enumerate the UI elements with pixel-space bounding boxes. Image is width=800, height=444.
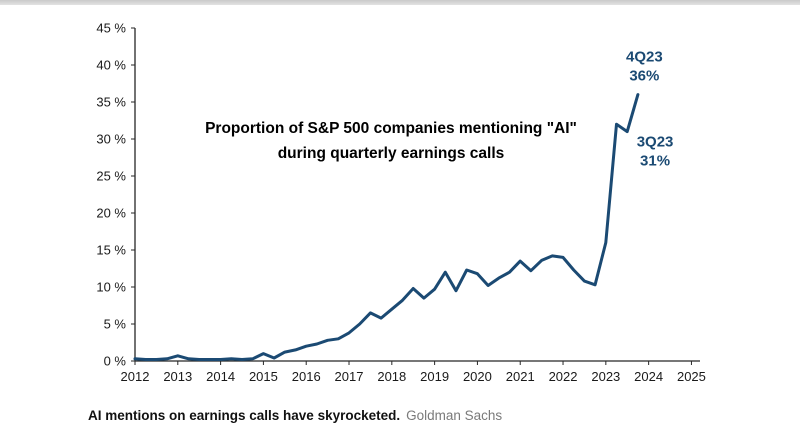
x-tick-label: 2023 [591,369,620,384]
x-tick-label: 2017 [335,369,364,384]
x-tick-label: 2020 [463,369,492,384]
x-tick-label: 2013 [163,369,192,384]
annotation-4q23: 4Q23 36% [626,48,663,84]
x-tick-label: 2016 [292,369,321,384]
y-tick-label: 25 % [96,169,126,184]
y-tick-label: 15 % [96,243,126,258]
top-divider [0,0,800,5]
chart-title: Proportion of S&P 500 companies mentioni… [205,120,577,162]
ai-mentions-line-chart: 0 % 5 % 10 % 15 % 20 % 25 % 30 % 35 % 40 % 45 % 20… [96,21,706,385]
x-tick-label: 2018 [377,369,406,384]
y-tick-label: 5 % [104,317,127,332]
x-tick-label: 2019 [420,369,449,384]
x-tick-label: 2015 [249,369,278,384]
caption: AI mentions on earnings calls have skyro… [88,408,768,423]
caption-source: Goldman Sachs [406,408,503,423]
y-tick-label: 35 % [96,95,126,110]
x-tick-label: 2024 [634,369,663,384]
y-tick-label: 0 % [104,354,127,369]
annotation-3q23: 3Q23 31% [637,133,674,169]
x-tick-label: 2012 [121,369,150,384]
caption-text: AI mentions on earnings calls have skyro… [88,408,401,423]
x-tick-label: 2025 [677,369,706,384]
y-tick-label: 45 % [96,21,126,36]
y-tick-label: 40 % [96,58,126,73]
x-tick-label: 2021 [506,369,535,384]
x-tick-label: 2014 [206,369,235,384]
chart-area: 0 % 5 % 10 % 15 % 20 % 25 % 30 % 35 % 40 % 45 % 20… [0,6,800,398]
y-tick-label: 10 % [96,280,126,295]
y-tick-label: 30 % [96,132,126,147]
axes [134,28,700,362]
x-tick-label: 2022 [549,369,578,384]
y-tick-label: 20 % [96,206,126,221]
series-line [133,93,640,361]
